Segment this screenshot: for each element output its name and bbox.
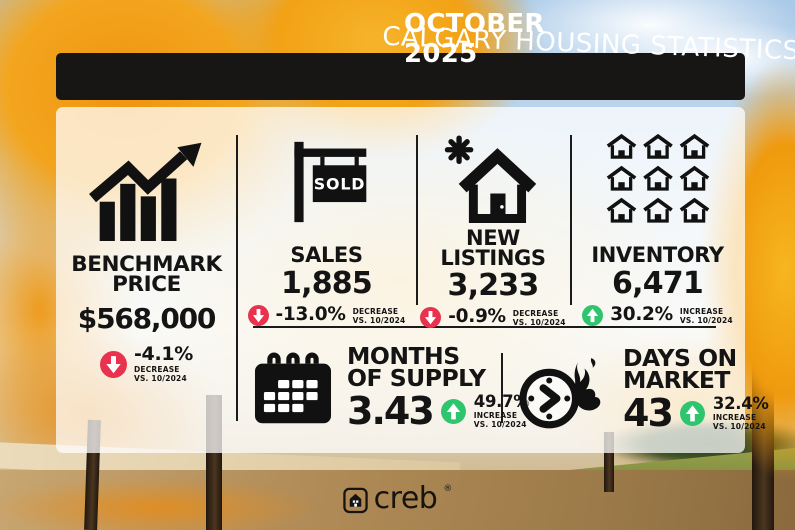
change-percent: -4.1% <box>133 343 194 366</box>
title-bar: CALGARY HOUSING STATISTICS OCTOBER 2025 <box>56 9 795 100</box>
sales-card: SOLD SALES 1,885 -13.0% DECREASE VS. 10/… <box>237 107 416 326</box>
inventory-card: INVENTORY 6,471 30.2% INCREASE VS. 10/20… <box>570 107 745 326</box>
change-percent: 32.4% <box>712 393 769 413</box>
benchmark-value: $568,000 <box>77 302 217 336</box>
change-fine-print: DECREASE VS. 10/2024 <box>134 365 193 383</box>
change-direction-label: DECREASE <box>512 309 559 319</box>
decrease-arrow-icon <box>99 350 127 378</box>
months-of-supply-value: 3.43 <box>347 389 435 434</box>
change-direction-label: DECREASE <box>352 307 399 316</box>
sales-label-line: SALES <box>290 243 363 268</box>
decrease-arrow-icon <box>420 307 442 329</box>
change-percent: -0.9% <box>448 306 506 328</box>
months-of-supply-label: MONTHS OF SUPPLY <box>347 344 530 393</box>
new-listings-icon-area <box>443 107 543 229</box>
clock-on-fire-icon <box>519 358 601 429</box>
inventory-label: INVENTORY <box>591 225 724 268</box>
change-fine-print: DECREASE VS. 10/2024 <box>353 307 406 325</box>
months-label-line2: OF SUPPLY <box>347 364 486 393</box>
benchmark-label: BENCHMARK PRICE <box>71 254 222 298</box>
days-on-market-text: DAYS ON MARKET 43 32.4% INCREASE VS. 10/… <box>623 346 769 436</box>
change-vs-label: VS. 10/2024 <box>679 316 733 325</box>
sold-sign-label: SOLD <box>313 175 365 194</box>
change-fine-print: DECREASE VS. 10/2024 <box>513 309 566 327</box>
change-percent: 30.2% <box>610 304 673 326</box>
days-on-market-value: 43 <box>623 391 674 436</box>
new-listings-label: NEW LISTINGS <box>440 228 546 270</box>
change-fine-print: INCREASE VS. 10/2024 <box>713 413 769 431</box>
change-vs-label: VS. 10/2024 <box>133 374 187 384</box>
change-percent: -13.0% <box>275 304 346 326</box>
days-change: 32.4% INCREASE VS. 10/2024 <box>712 393 769 431</box>
sales-label: SALES <box>290 231 363 268</box>
change-vs-label: VS. 10/2024 <box>712 422 766 432</box>
inventory-label-line: INVENTORY <box>591 243 724 268</box>
new-listings-change: -0.9% DECREASE VS. 10/2024 <box>420 306 566 329</box>
new-listings-value: 3,233 <box>447 268 540 304</box>
months-of-supply-text: MONTHS OF SUPPLY 3.43 49.7% INCREASE VS.… <box>347 344 530 434</box>
calendar-icon <box>254 352 332 424</box>
creb-house-icon <box>342 487 368 514</box>
new-listings-label-line2: LISTINGS <box>440 245 546 270</box>
change-fine-print: INCREASE VS. 10/2024 <box>680 307 733 325</box>
increase-arrow-icon <box>440 398 466 424</box>
days-on-market-value-row: 43 32.4% INCREASE VS. 10/2024 <box>623 391 769 436</box>
days-label-line2: MARKET <box>623 366 730 395</box>
change-vs-label: VS. 10/2024 <box>512 318 566 328</box>
creb-wordmark: creb <box>373 481 438 516</box>
increase-arrow-icon <box>582 305 604 326</box>
bar-chart-growth-icon <box>88 142 201 241</box>
benchmark-change-text: -4.1% DECREASE VS. 10/2024 <box>133 343 194 384</box>
inventory-change: 30.2% INCREASE VS. 10/2024 <box>582 305 733 326</box>
change-vs-label: VS. 10/2024 <box>352 316 406 325</box>
stats-panel: BENCHMARK PRICE $568,000 -4.1% DECREASE … <box>56 107 769 453</box>
change-direction-label: INCREASE <box>679 307 724 316</box>
change-direction-label: DECREASE <box>133 365 180 375</box>
inventory-houses-icon <box>605 134 710 223</box>
decrease-arrow-icon <box>247 305 269 326</box>
days-on-market-block: DAYS ON MARKET 43 32.4% INCREASE VS. 10/… <box>514 346 769 437</box>
months-of-supply-block: MONTHS OF SUPPLY 3.43 49.7% INCREASE VS.… <box>252 344 530 434</box>
creb-logo: creb ® <box>0 484 795 514</box>
sold-sign-icon: SOLD <box>293 141 366 223</box>
sales-value: 1,885 <box>281 266 373 301</box>
inventory-icon-area <box>605 107 710 225</box>
inventory-value: 6,471 <box>612 266 704 301</box>
change-direction-label: INCREASE <box>712 413 757 423</box>
benchmark-change: -4.1% DECREASE VS. 10/2024 <box>99 343 194 384</box>
sales-change: -13.0% DECREASE VS. 10/2024 <box>247 304 406 326</box>
benchmark-label-line2: PRICE <box>112 272 181 298</box>
new-listings-card: NEW LISTINGS 3,233 -0.9% DECREASE VS. 10… <box>416 107 570 329</box>
benchmark-price-block: BENCHMARK PRICE $568,000 -4.1% DECREASE … <box>56 107 237 453</box>
sales-icon-area: SOLD <box>281 107 373 231</box>
months-of-supply-value-row: 3.43 49.7% INCREASE VS. 10/2024 <box>347 389 530 434</box>
top-stats-row: SOLD SALES 1,885 -13.0% DECREASE VS. 10/… <box>237 107 745 329</box>
increase-arrow-icon <box>679 400 705 426</box>
trademark-symbol: ® <box>443 484 453 494</box>
days-on-market-label: DAYS ON MARKET <box>623 346 769 395</box>
new-house-icon <box>444 135 537 223</box>
